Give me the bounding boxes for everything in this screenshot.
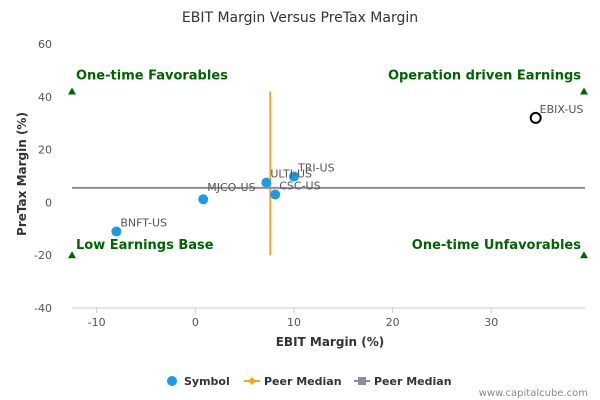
data-label-ulti-us: ULTI-US: [270, 168, 312, 181]
quadrant-label-top-right: Operation driven Earnings: [388, 69, 581, 84]
data-point-bnft-us: [111, 226, 122, 237]
quadrant-label-top-left: One-time Favorables: [76, 69, 228, 84]
y-tick-label: -40: [34, 302, 52, 315]
data-label-ebix-us: EBIX-US: [540, 103, 584, 116]
y-axis-label: PreTax Margin (%): [15, 112, 29, 236]
y-tick-label: 20: [38, 144, 52, 157]
legend-symbol-icon: [167, 376, 177, 386]
data-label-bnft-us: BNFT-US: [120, 216, 167, 229]
data-point-csc-us: [270, 189, 281, 200]
data-point-ulti-us: [261, 177, 272, 188]
x-axis-label: EBIT Margin (%): [276, 335, 385, 349]
legend: Symbol Peer Median Peer Median: [167, 375, 452, 388]
quadrant-marker-top-left: [68, 87, 76, 95]
y-tick-label: 0: [45, 196, 52, 209]
y-tick-label: -20: [34, 249, 52, 262]
chart-title: EBIT Margin Versus PreTax Margin: [182, 10, 418, 26]
legend-diamond-icon: [248, 377, 256, 385]
data-label-mjco-us: MJCO-US: [207, 181, 255, 194]
quadrant-label-bottom-right: One-time Unfavorables: [412, 238, 581, 253]
legend-label: Symbol: [184, 375, 230, 388]
x-tick-label: 0: [192, 316, 199, 329]
data-point-mjco-us: [198, 194, 209, 205]
x-tick-label: 30: [484, 316, 498, 329]
data-label-tri-us: TRI-US: [297, 162, 335, 175]
watermark-text: www.capitalcube.com: [479, 388, 588, 399]
data-point-tri-us: [288, 171, 299, 182]
y-tick-label: 60: [38, 38, 52, 51]
legend-label: Peer Median: [374, 375, 452, 388]
x-tick-label: 20: [386, 316, 400, 329]
quadrant-marker-bottom-left: [68, 251, 76, 259]
quadrant-label-bottom-left: Low Earnings Base: [76, 238, 214, 253]
legend-square-icon: [358, 377, 366, 385]
x-tick-label: -10: [88, 316, 106, 329]
quadrant-marker-bottom-right: [580, 251, 588, 259]
quadrant-marker-top-right: [580, 87, 588, 95]
legend-label: Peer Median: [264, 375, 342, 388]
y-tick-label: 40: [38, 91, 52, 104]
x-tick-label: 10: [287, 316, 301, 329]
data-point-ebix-us: [529, 111, 542, 124]
data-label-csc-us: CSC-US: [279, 179, 320, 192]
plot-area: -10 0 10 20 30 -40 -20 0 20 40 60 One-time Favorabl…: [34, 38, 588, 329]
